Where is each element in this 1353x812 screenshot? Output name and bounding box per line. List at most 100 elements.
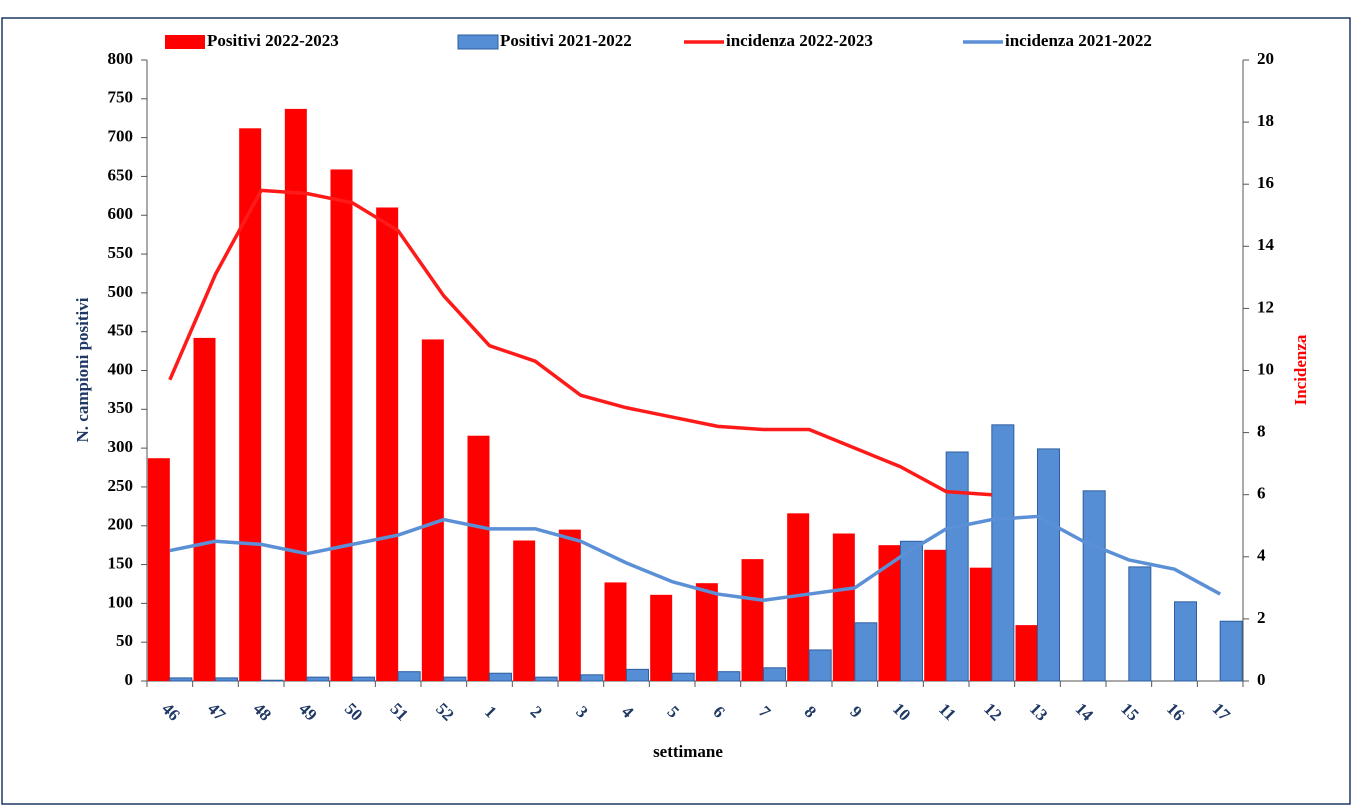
- y-tick-label: 800: [108, 49, 134, 68]
- bar: [763, 667, 786, 682]
- y-tick-label: 500: [108, 282, 134, 301]
- bar: [147, 458, 170, 681]
- bar: [260, 679, 284, 682]
- x-tick-label: 49: [295, 699, 320, 724]
- bar: [1219, 620, 1243, 682]
- y-tick-label: 100: [108, 592, 134, 611]
- y2-tick-label: 18: [1257, 111, 1274, 130]
- bar: [717, 671, 741, 682]
- y-tick-label: 550: [108, 243, 134, 262]
- bar: [900, 540, 923, 682]
- y-tick-label: 150: [108, 553, 134, 572]
- y-tick-label: 250: [108, 476, 134, 495]
- x-axis-title: settimane: [653, 742, 723, 761]
- bar: [352, 676, 375, 682]
- bar: [604, 582, 627, 681]
- y-tick-label: 350: [108, 398, 134, 417]
- y2-tick-label: 2: [1257, 608, 1266, 627]
- y2-tick-label: 12: [1257, 297, 1274, 316]
- bar: [169, 677, 193, 682]
- bar: [1037, 448, 1060, 682]
- legend-label: incidenza 2022-2023: [726, 31, 873, 50]
- bar: [1082, 490, 1106, 682]
- bar: [924, 549, 947, 681]
- y2-tick-label: 10: [1257, 359, 1274, 378]
- legend-label: Positivi 2022-2023: [207, 31, 339, 50]
- x-tick-label: 5: [664, 702, 683, 721]
- bar: [1015, 625, 1038, 681]
- x-tick-label: 51: [387, 699, 412, 724]
- x-tick-label: 52: [432, 699, 457, 724]
- bar: [421, 339, 444, 681]
- x-tick-label: 16: [1163, 699, 1188, 724]
- y2-tick-label: 14: [1257, 235, 1275, 254]
- bar: [284, 108, 307, 681]
- bar: [741, 559, 764, 681]
- y2-tick-label: 4: [1257, 546, 1266, 565]
- bar: [534, 676, 558, 682]
- bar: [671, 672, 695, 682]
- y-tick-label: 700: [108, 127, 134, 146]
- chart-border: [1, 17, 1351, 805]
- x-tick-label: 50: [341, 699, 366, 724]
- bar: [650, 594, 673, 681]
- bar: [991, 424, 1015, 682]
- x-tick-label: 1: [481, 702, 500, 721]
- y-tick-label: 600: [108, 204, 134, 223]
- bar: [854, 622, 878, 682]
- x-tick-label: 6: [709, 702, 728, 721]
- y2-tick-label: 16: [1257, 173, 1274, 192]
- y2-tick-label: 8: [1257, 422, 1266, 441]
- x-tick-label: 15: [1117, 699, 1142, 724]
- y2-axis-title: Incidenza: [1291, 334, 1310, 405]
- x-tick-label: 12: [980, 699, 1005, 724]
- x-tick-label: 7: [755, 702, 775, 722]
- bar: [513, 540, 536, 681]
- bar: [558, 529, 581, 681]
- legend-swatch: [457, 34, 499, 50]
- y2-tick-label: 0: [1257, 670, 1266, 689]
- bar: [832, 533, 855, 681]
- bar: [808, 649, 832, 682]
- x-tick-label: 17: [1209, 699, 1235, 725]
- legend-label: incidenza 2021-2022: [1005, 31, 1152, 50]
- legend-label: Positivi 2021-2022: [500, 31, 632, 50]
- bar: [193, 337, 216, 681]
- x-tick-label: 46: [158, 699, 183, 724]
- bar: [945, 451, 969, 682]
- y-axis-title: N. campioni positivi: [73, 297, 92, 442]
- x-tick-label: 47: [204, 699, 230, 725]
- y-tick-label: 300: [108, 437, 134, 456]
- y-tick-label: 750: [108, 88, 134, 107]
- bar: [397, 671, 421, 682]
- y2-tick-label: 20: [1257, 49, 1274, 68]
- bar: [376, 207, 399, 682]
- bar: [626, 668, 649, 682]
- x-tick-label: 10: [889, 699, 914, 724]
- x-tick-label: 4: [618, 702, 638, 722]
- x-tick-label: 14: [1072, 699, 1098, 725]
- x-tick-label: 9: [846, 702, 865, 721]
- x-tick-label: 3: [572, 702, 591, 721]
- bar: [489, 672, 512, 682]
- y-tick-label: 0: [125, 670, 134, 689]
- bar: [443, 676, 467, 682]
- bar: [1128, 566, 1152, 682]
- bar: [878, 545, 901, 681]
- legend-swatch: [165, 35, 205, 49]
- y-tick-label: 50: [116, 631, 133, 650]
- y-tick-label: 650: [108, 165, 134, 184]
- x-tick-label: 48: [250, 699, 275, 724]
- bar: [969, 567, 992, 681]
- bar: [306, 676, 330, 682]
- y-tick-label: 450: [108, 321, 134, 340]
- y-tick-label: 400: [108, 359, 134, 378]
- x-tick-label: 13: [1026, 699, 1051, 724]
- y2-tick-label: 6: [1257, 484, 1266, 503]
- bar: [695, 583, 718, 681]
- x-tick-label: 2: [527, 702, 546, 721]
- line: [168, 188, 992, 497]
- bar: [330, 169, 353, 682]
- x-tick-label: 11: [935, 699, 960, 724]
